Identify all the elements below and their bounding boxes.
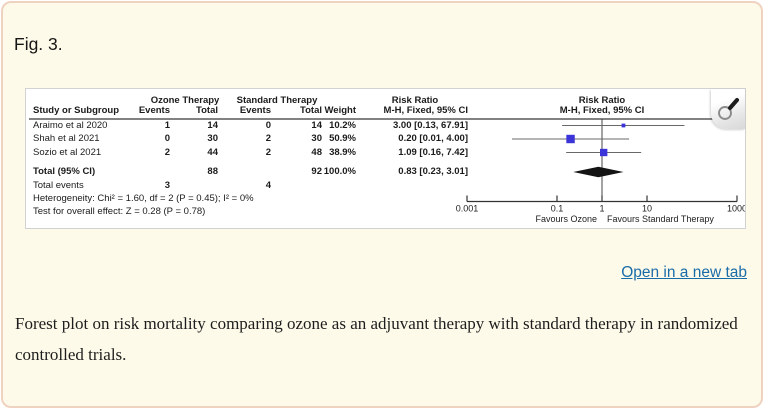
overall-effect-text: Test for overall effect: Z = 0.28 (P = 0…: [33, 205, 206, 217]
cell-study-name: Shah et al 2021: [33, 133, 100, 144]
cell-risk-ratio-ci: 3.00 [0.13, 67.91]: [393, 119, 468, 131]
cell-total-ci: 0.83 [0.23, 3.01]: [398, 166, 468, 177]
col-header-ci: M-H, Fixed, 95% CI: [383, 105, 468, 116]
cell-weight: 50.9%: [329, 133, 356, 144]
open-in-new-tab-link[interactable]: Open in a new tab: [621, 264, 747, 281]
col-group-standard-therapy: Standard Therapy: [236, 95, 318, 106]
cell-total-events-ozone: 3: [164, 179, 170, 191]
cell-events-ozone: 2: [164, 146, 170, 158]
cell-total-standard: 30: [311, 133, 322, 144]
effect-square: [566, 134, 575, 144]
total-diamond: [573, 166, 624, 178]
axis-tick-label: 1000: [727, 204, 745, 214]
cell-events-standard: 0: [265, 119, 271, 131]
heterogeneity-text: Heterogeneity: Chi² = 1.60, df = 2 (P = …: [33, 192, 254, 204]
col-header-study-or-subgroup: Study or Subgroup: [33, 105, 120, 116]
figure-label: Fig. 3.: [14, 34, 63, 54]
cell-study-name: Araimo et al 2020: [33, 119, 108, 131]
axis-tick-label: 0.001: [456, 204, 479, 214]
col-header-total-standard: Total: [300, 105, 322, 116]
axis-tick-label: 1: [599, 204, 604, 214]
cell-total-events-standard: 4: [265, 179, 271, 191]
figure-caption: Forest plot on risk mortality comparing …: [15, 314, 738, 364]
axis-tick-label: 10: [642, 204, 652, 214]
cell-total-ozone: 14: [207, 119, 218, 131]
zoom-button[interactable]: [711, 89, 745, 129]
cell-total-ozone-sum: 88: [207, 166, 218, 177]
cell-risk-ratio-ci: 0.20 [0.01, 4.00]: [398, 133, 468, 144]
col-header-events-standard: Events: [239, 105, 271, 116]
plot-subtitle-mh-fixed: M-H, Fixed, 95% CI: [559, 105, 645, 116]
cell-risk-ratio-ci: 1.09 [0.16, 7.42]: [398, 146, 468, 158]
effect-square: [621, 123, 626, 128]
favours-left-label: Favours Ozone: [535, 214, 597, 224]
cell-events-standard: 2: [265, 146, 271, 158]
cell-weight: 10.2%: [329, 119, 356, 131]
cell-total-ozone: 44: [207, 146, 218, 158]
cell-events-standard: 2: [265, 133, 271, 144]
cell-study-name: Sozio et al 2021: [33, 146, 102, 158]
cell-total-standard-sum: 92: [311, 166, 322, 177]
cell-total-standard: 14: [311, 119, 322, 131]
cell-total-label: Total (95% CI): [33, 166, 96, 177]
col-header-events-ozone: Events: [138, 105, 170, 116]
cell-events-ozone: 0: [164, 133, 170, 144]
forest-plot-table: Ozone Therapy Standard Therapy Risk Ratio R…: [26, 89, 745, 228]
col-group-ozone-therapy: Ozone Therapy: [150, 95, 220, 106]
cell-total-ozone: 30: [207, 133, 218, 144]
col-group-risk-ratio: Risk Ratio: [391, 95, 439, 106]
magnifier-icon: [718, 98, 739, 120]
cell-weight: 38.9%: [329, 146, 356, 158]
plot-title-risk-ratio: Risk Ratio: [578, 95, 626, 106]
forest-plot-figure[interactable]: Ozone Therapy Standard Therapy Risk Ratio R…: [25, 88, 746, 229]
col-header-weight: Weight: [324, 105, 357, 116]
cell-total-standard: 48: [311, 146, 322, 158]
col-header-total-ozone: Total: [196, 105, 218, 116]
favours-right-label: Favours Standard Therapy: [607, 214, 714, 224]
axis-tick-label: 0.1: [551, 204, 564, 214]
cell-total-events-label: Total events: [33, 179, 84, 191]
cell-total-weight: 100.0%: [323, 166, 356, 177]
cell-events-ozone: 1: [164, 119, 170, 131]
effect-square: [600, 148, 608, 157]
